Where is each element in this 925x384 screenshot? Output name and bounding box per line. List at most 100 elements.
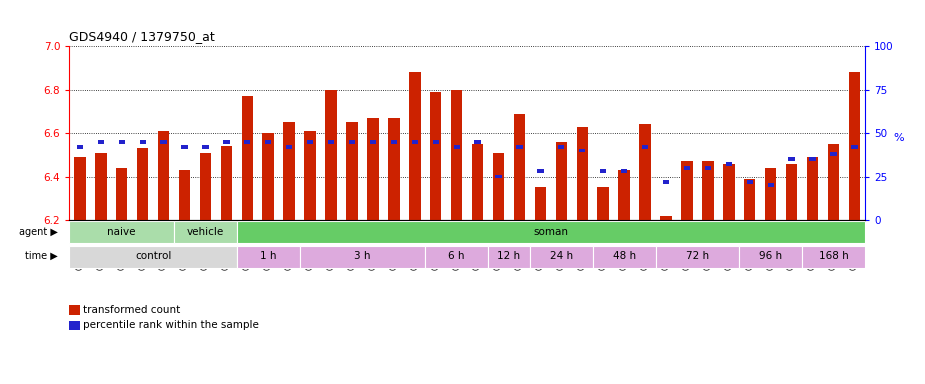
Bar [639, 124, 651, 220]
Bar [409, 72, 421, 220]
Bar [788, 157, 795, 161]
Bar [475, 140, 481, 144]
Bar [390, 140, 397, 144]
Bar [530, 246, 593, 268]
Bar [493, 153, 504, 220]
Bar [656, 246, 739, 268]
Text: 48 h: 48 h [612, 251, 635, 261]
Bar [346, 122, 358, 220]
Bar [203, 145, 208, 149]
Bar [430, 92, 441, 220]
Bar [223, 140, 229, 144]
Text: vehicle: vehicle [187, 227, 224, 237]
Bar [174, 221, 237, 243]
Bar [307, 140, 314, 144]
Bar [576, 127, 588, 220]
Bar [237, 246, 300, 268]
Bar [702, 161, 713, 220]
Bar [746, 180, 753, 184]
Bar [600, 169, 607, 173]
Bar [739, 246, 802, 268]
Bar [370, 140, 376, 144]
Text: 72 h: 72 h [685, 251, 709, 261]
Bar [265, 140, 271, 144]
Text: 3 h: 3 h [354, 251, 371, 261]
Bar [283, 122, 295, 220]
Bar [326, 89, 337, 220]
Text: 6 h: 6 h [449, 251, 465, 261]
Bar [140, 140, 146, 144]
Bar [851, 145, 857, 149]
Bar [558, 145, 564, 149]
Bar [77, 145, 83, 149]
Bar [488, 246, 530, 268]
Bar [300, 246, 426, 268]
Bar [802, 246, 865, 268]
Bar [286, 145, 292, 149]
Bar [158, 131, 169, 220]
Bar [179, 170, 191, 220]
Bar [237, 221, 865, 243]
Bar [160, 140, 166, 144]
Bar [433, 140, 438, 144]
Bar [69, 246, 237, 268]
Bar [619, 170, 630, 220]
Bar [535, 187, 546, 220]
Bar [95, 153, 106, 220]
Bar [681, 161, 693, 220]
Text: soman: soman [534, 227, 568, 237]
Bar [69, 221, 174, 243]
Bar [244, 140, 251, 144]
Bar [181, 145, 188, 149]
Bar [472, 144, 484, 220]
Bar [453, 145, 460, 149]
Bar [598, 187, 609, 220]
Bar [426, 246, 488, 268]
Text: GDS4940 / 1379750_at: GDS4940 / 1379750_at [69, 30, 216, 43]
Bar [786, 164, 797, 220]
Bar [807, 157, 819, 220]
Bar [349, 140, 355, 144]
Text: transformed count: transformed count [83, 305, 180, 315]
Bar [765, 168, 776, 220]
Text: time ▶: time ▶ [25, 251, 57, 261]
Text: 168 h: 168 h [819, 251, 848, 261]
Bar [684, 166, 690, 170]
Bar [221, 146, 232, 220]
Bar [660, 216, 672, 220]
Bar [367, 118, 378, 220]
Bar [241, 96, 253, 220]
Bar [556, 142, 567, 220]
Bar [593, 246, 656, 268]
Bar [537, 169, 544, 173]
Bar [516, 145, 523, 149]
Bar [579, 149, 586, 152]
Bar [642, 145, 648, 149]
Bar [768, 184, 774, 187]
Text: control: control [135, 251, 171, 261]
Text: 1 h: 1 h [260, 251, 277, 261]
Text: naive: naive [107, 227, 136, 237]
Bar [663, 180, 669, 184]
Bar [705, 166, 711, 170]
Bar [809, 157, 816, 161]
Bar [848, 72, 860, 220]
Bar [304, 131, 315, 220]
Bar [118, 140, 125, 144]
Bar [496, 175, 501, 179]
Bar [327, 140, 334, 144]
Text: percentile rank within the sample: percentile rank within the sample [83, 320, 259, 330]
Bar [621, 169, 627, 173]
Bar [828, 144, 839, 220]
Bar [744, 179, 756, 220]
Bar [726, 162, 732, 166]
Bar [116, 168, 128, 220]
Text: 96 h: 96 h [759, 251, 783, 261]
Bar [831, 152, 836, 156]
Bar [74, 157, 86, 220]
Bar [412, 140, 418, 144]
Text: 12 h: 12 h [498, 251, 521, 261]
Bar [137, 148, 148, 220]
Y-axis label: %: % [894, 133, 905, 143]
Bar [513, 114, 525, 220]
